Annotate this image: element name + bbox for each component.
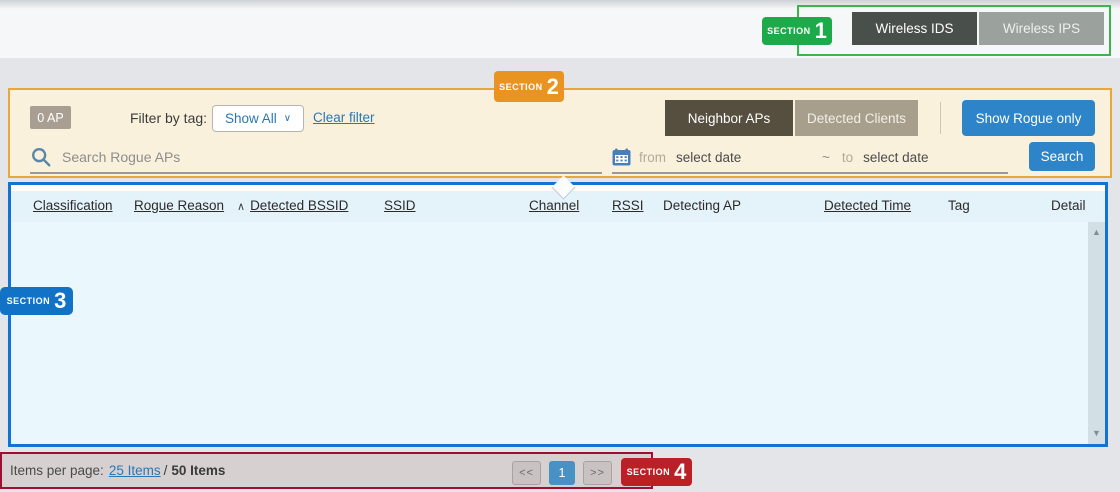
table-scrollbar[interactable]: ▲ ▼ — [1088, 222, 1105, 444]
current-page-button[interactable]: 1 — [549, 461, 575, 485]
column-header-channel[interactable]: Channel — [529, 198, 580, 213]
show-all-dropdown[interactable]: Show All ∨ — [212, 105, 304, 132]
items-per-page-label: Items per page: — [10, 463, 104, 478]
pagination-bar: Items per page: 25 Items / 50 Items << 1… — [0, 452, 653, 489]
calendar-icon — [612, 148, 631, 166]
section2-badge-word: SECTION — [499, 81, 543, 92]
section2-badge: SECTION 2 — [494, 71, 564, 102]
tab-wireless-ids[interactable]: Wireless IDS — [852, 12, 977, 45]
first-page-button[interactable]: << — [512, 461, 541, 485]
date-from-input[interactable] — [674, 148, 806, 166]
section2-badge-number: 2 — [546, 73, 559, 99]
table-body-empty — [11, 222, 1105, 444]
items-per-page-link[interactable]: 25 Items — [108, 463, 161, 478]
top-header-bar: Wireless IDS Wireless IPS — [0, 0, 1120, 58]
date-range-separator: ~ — [822, 149, 830, 165]
ap-count-badge: 0 AP — [30, 106, 71, 129]
scroll-up-icon[interactable]: ▲ — [1092, 227, 1101, 237]
show-rogue-only-button[interactable]: Show Rogue only — [962, 100, 1095, 136]
search-input[interactable] — [60, 148, 602, 166]
section1-annotation-box — [797, 5, 1111, 56]
last-page-button[interactable]: >> — [583, 461, 612, 485]
date-range-field: from ~ to — [612, 142, 1008, 174]
rogue-ap-search-field — [30, 142, 602, 174]
total-items-label: 50 Items — [171, 463, 226, 478]
date-to-label: to — [841, 149, 854, 165]
date-to-input[interactable] — [861, 148, 994, 166]
sort-asc-icon: ∧ — [237, 201, 246, 213]
column-header-classification[interactable]: Classification — [33, 198, 113, 213]
items-separator: / — [163, 463, 168, 478]
neighbor-aps-button[interactable]: Neighbor APs — [665, 100, 793, 136]
column-header-rssi[interactable]: RSSI — [612, 198, 644, 213]
column-header-detecting-ap: Detecting AP — [663, 198, 742, 213]
show-all-dropdown-value: Show All — [224, 111, 277, 126]
column-header-detected-bssid-label: Detected BSSID — [250, 198, 349, 213]
section4-badge-word: SECTION — [626, 467, 671, 477]
section4-badge-number: 4 — [674, 459, 687, 484]
detected-clients-button[interactable]: Detected Clients — [795, 100, 918, 136]
filter-by-tag-label: Filter by tag: — [130, 110, 208, 126]
section1-badge: SECTION 1 — [762, 17, 832, 45]
search-button[interactable]: Search — [1029, 142, 1095, 171]
table-header-row: Classification Rogue Reason ∧ Detected BS… — [11, 191, 1105, 223]
column-header-tag: Tag — [948, 198, 970, 213]
column-header-detected-bssid[interactable]: ∧ Detected BSSID — [237, 198, 348, 213]
column-header-ssid[interactable]: SSID — [384, 198, 416, 213]
scroll-down-icon[interactable]: ▼ — [1092, 428, 1101, 438]
section3-badge-number: 3 — [54, 288, 67, 313]
search-icon — [32, 148, 51, 167]
section4-badge: SECTION 4 — [621, 458, 692, 486]
vertical-divider — [940, 102, 941, 134]
section3-badge-word: SECTION — [6, 296, 51, 306]
clear-filter-link[interactable]: Clear filter — [313, 110, 375, 125]
column-header-rogue-reason[interactable]: Rogue Reason — [134, 198, 225, 213]
tab-wireless-ips[interactable]: Wireless IPS — [979, 12, 1104, 45]
column-header-detail: Detail — [1051, 198, 1086, 213]
section1-badge-number: 1 — [814, 18, 827, 43]
section3-badge: SECTION 3 — [0, 287, 73, 315]
column-header-detected-time[interactable]: Detected Time — [824, 198, 912, 213]
date-from-label: from — [639, 149, 666, 165]
section1-badge-word: SECTION — [767, 26, 811, 36]
pagination-controls: << 1 >> — [512, 461, 612, 485]
rogue-ap-table: Classification Rogue Reason ∧ Detected BS… — [8, 175, 1108, 447]
chevron-down-icon: ∨ — [283, 113, 292, 124]
